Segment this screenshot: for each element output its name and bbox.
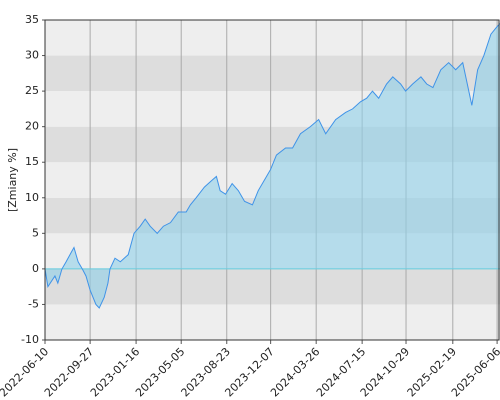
line <box>44 23 500 309</box>
y-tick-label: 5 <box>32 226 39 239</box>
grid-band <box>45 304 500 340</box>
grid-band <box>45 268 500 305</box>
y-tick-label: 35 <box>25 13 39 26</box>
y-tick-label: 10 <box>25 191 39 204</box>
y-tick-label: 25 <box>25 84 39 97</box>
y-axis-label: [Zmiany %] <box>6 148 19 212</box>
grid-band <box>45 55 500 92</box>
y-tick-label: -10 <box>21 333 39 346</box>
y-tick-label: 0 <box>32 262 39 275</box>
y-tick-label: 20 <box>25 120 39 133</box>
y-tick-label: 15 <box>25 155 39 168</box>
plot-border <box>44 19 500 341</box>
y-tick-label: 30 <box>25 49 39 62</box>
y-tick-label: -5 <box>28 297 39 310</box>
grid-band <box>45 20 500 56</box>
